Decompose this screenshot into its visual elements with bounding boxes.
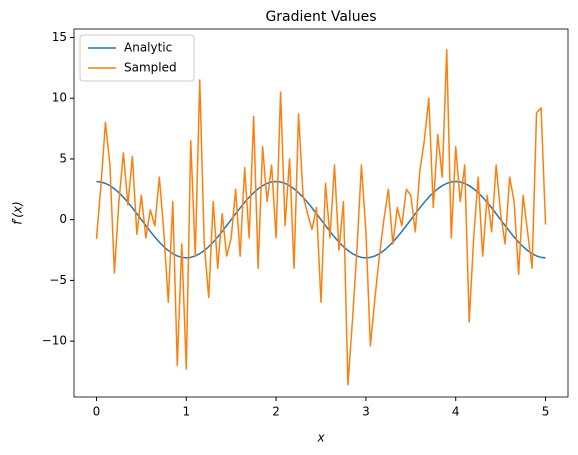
x-tick-label: 1	[182, 405, 190, 419]
chart-title: Gradient Values	[265, 9, 376, 25]
series-line	[96, 180, 546, 259]
x-axis-label: x	[316, 431, 325, 445]
plot-frame	[73, 28, 569, 398]
x-tick-label: 0	[93, 405, 101, 419]
x-tick-label: 5	[542, 405, 550, 419]
y-axis-label: f′(x)	[11, 201, 25, 224]
y-tick-label: 15	[52, 30, 67, 44]
x-tick-label: 4	[452, 405, 460, 419]
y-tick-label: 0	[59, 212, 67, 226]
y-tick-label: 5	[59, 151, 67, 165]
y-tick-label: −5	[49, 273, 67, 287]
y-tick-label: −10	[42, 334, 67, 348]
x-tick-label: 3	[362, 405, 370, 419]
legend-label: Analytic	[124, 41, 172, 55]
x-tick-label: 2	[272, 405, 280, 419]
y-tick-label: 10	[52, 91, 67, 105]
series-line	[95, 48, 547, 386]
legend-label: Sampled	[124, 61, 177, 75]
legend-box	[79, 34, 195, 82]
